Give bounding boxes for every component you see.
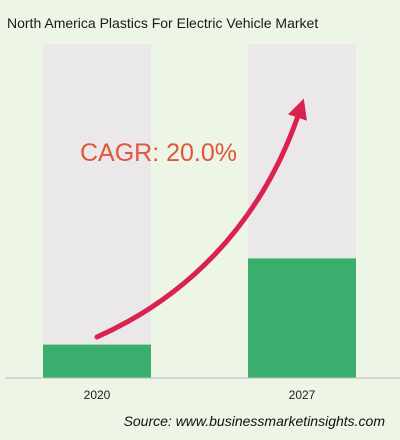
bar-2027	[248, 258, 356, 378]
source-text: Source: www.businessmarketinsights.com	[124, 413, 386, 429]
cagr-arrow	[94, 98, 307, 340]
cagr-annotation: CAGR: 20.0%	[80, 139, 237, 167]
bar-track-2020	[43, 44, 151, 378]
chart-title: North America Plastics For Electric Vehi…	[7, 15, 318, 31]
x-tick-labels: 2020 2027	[84, 388, 316, 402]
bars-group	[43, 44, 356, 378]
x-tick-label-2020: 2020	[84, 388, 111, 402]
x-tick-label-2027: 2027	[289, 388, 316, 402]
bar-2020	[43, 344, 151, 378]
